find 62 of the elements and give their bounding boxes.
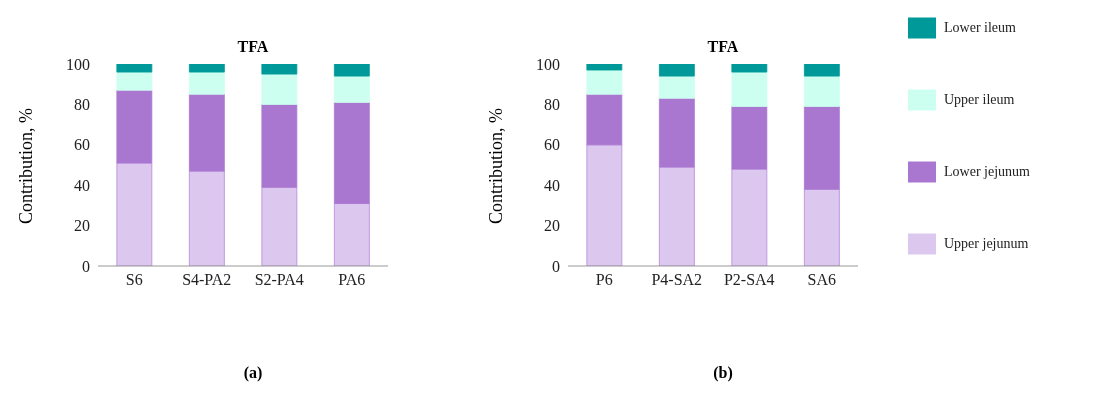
bar — [333, 202, 370, 266]
legend-label: Upper ileum — [944, 92, 1015, 107]
y-tick-label: 80 — [74, 96, 90, 114]
bar — [658, 97, 695, 168]
chart-title: TFA — [236, 38, 270, 56]
y-tick-label: 100 — [66, 55, 90, 73]
x-tick-label: P6 — [595, 271, 613, 289]
bar — [188, 64, 225, 73]
bar — [658, 166, 695, 266]
bar — [116, 89, 153, 164]
bar — [658, 75, 695, 99]
bar — [116, 162, 153, 266]
x-tick-label: PA6 — [338, 271, 366, 289]
bar — [731, 168, 768, 266]
bar — [803, 106, 840, 190]
x-tick-label: S6 — [125, 271, 143, 289]
y-tick-label: 40 — [544, 176, 560, 194]
bar — [116, 64, 153, 73]
chart-title: TFA — [706, 38, 740, 56]
bar — [658, 64, 695, 77]
bar — [731, 106, 768, 170]
legend-label: Lower ileum — [944, 20, 1016, 35]
bar — [116, 71, 153, 91]
y-tick-label: 80 — [544, 96, 560, 114]
bar — [333, 75, 370, 103]
legend-label: Lower jejunum — [944, 164, 1030, 179]
y-tick-label: 40 — [74, 176, 90, 194]
y-tick-label: 20 — [544, 217, 560, 235]
text: (b) — [712, 364, 734, 382]
bar — [803, 75, 840, 107]
y-axis-title: Contribution, % — [15, 108, 37, 224]
bar — [261, 73, 298, 105]
y-tick-label: 60 — [544, 136, 560, 154]
bar — [333, 64, 370, 77]
bar — [188, 93, 225, 172]
bar — [333, 101, 370, 204]
y-tick-label: 0 — [552, 257, 560, 275]
y-tick-label: 0 — [82, 257, 90, 275]
text: (a) — [242, 364, 264, 382]
bar — [586, 64, 623, 71]
y-tick-label: 60 — [74, 136, 90, 154]
x-tick-label: S2-PA4 — [254, 271, 304, 289]
bar — [586, 69, 623, 95]
x-tick-label: P2-SA4 — [723, 271, 775, 289]
bar — [731, 64, 768, 73]
y-tick-label: 20 — [74, 217, 90, 235]
y-axis-title: Contribution, % — [485, 108, 507, 224]
bar — [731, 71, 768, 107]
bar — [261, 186, 298, 266]
bar — [261, 104, 298, 188]
y-tick-label: 100 — [536, 55, 560, 73]
bar — [586, 144, 623, 266]
bar — [261, 64, 298, 75]
bar — [188, 170, 225, 266]
x-tick-label: SA6 — [807, 271, 836, 289]
legend-label: Upper jejunum — [944, 236, 1029, 251]
bar — [586, 93, 623, 146]
x-tick-label: S4-PA2 — [182, 271, 232, 289]
x-tick-label: P4-SA2 — [651, 271, 703, 289]
bar — [803, 188, 840, 266]
bar — [188, 71, 225, 95]
bar — [803, 64, 840, 77]
